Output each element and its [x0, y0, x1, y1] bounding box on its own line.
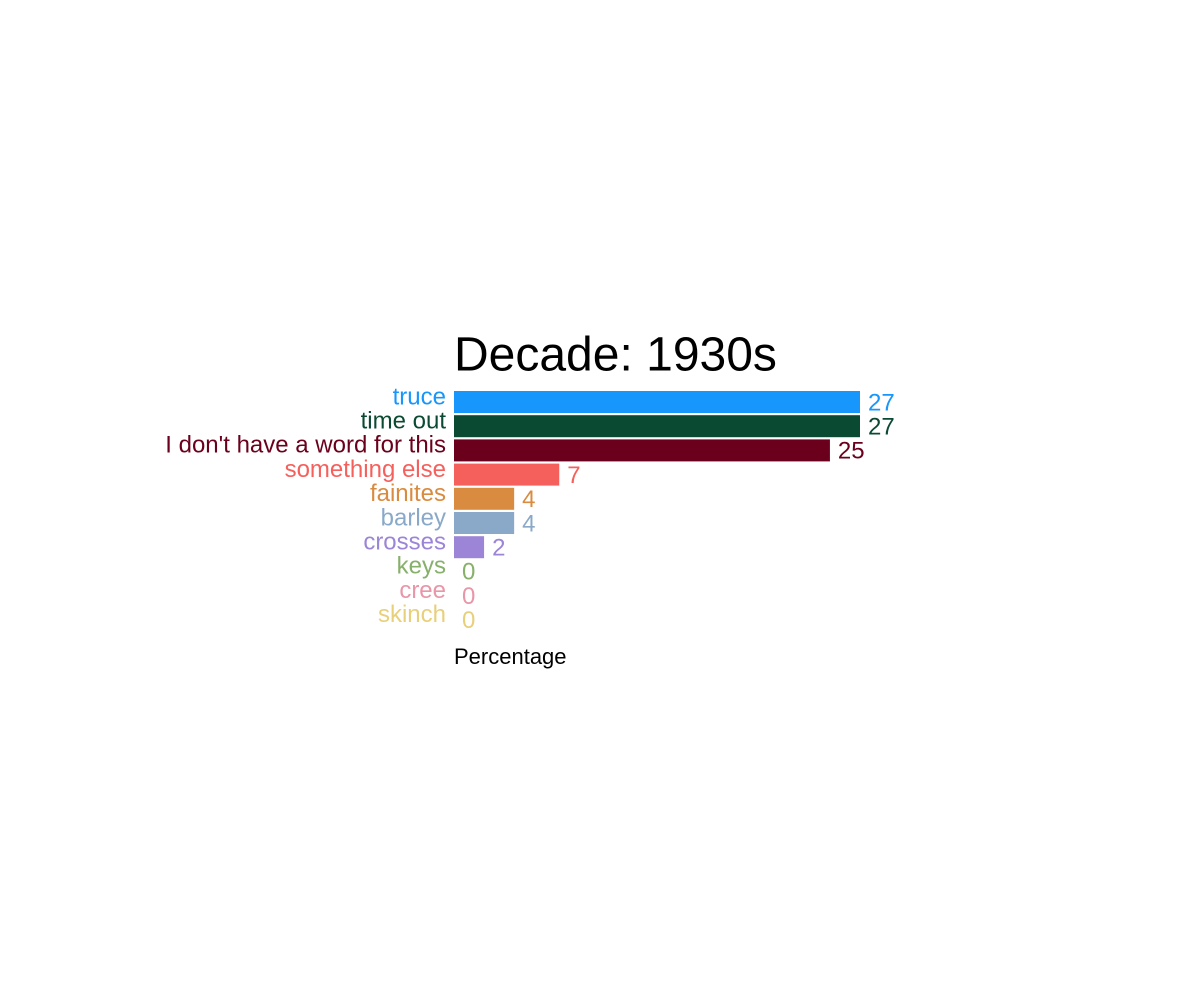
- category-label: barley: [381, 504, 446, 531]
- bar: [454, 415, 860, 438]
- value-label: 0: [462, 607, 475, 634]
- value-label: 2: [492, 535, 505, 562]
- category-label: truce: [393, 383, 446, 410]
- category-label: skinch: [378, 601, 446, 628]
- category-label: something else: [285, 456, 446, 483]
- bar: [454, 391, 860, 413]
- bar: [454, 439, 830, 462]
- bar: [454, 487, 515, 510]
- value-label: 0: [462, 559, 475, 586]
- value-label: 27: [868, 389, 895, 416]
- category-label: keys: [397, 553, 446, 580]
- category-label: crosses: [363, 529, 446, 556]
- category-label: I don't have a word for this: [165, 432, 446, 459]
- category-label: time out: [361, 408, 447, 435]
- category-label: cree: [399, 577, 446, 604]
- bar: [454, 512, 515, 534]
- value-label: 7: [567, 462, 580, 489]
- value-label: 0: [462, 583, 475, 610]
- bar: [454, 463, 560, 486]
- bar: [454, 536, 485, 559]
- x-axis-label: Percentage: [454, 644, 567, 669]
- value-label: 27: [868, 414, 895, 441]
- value-label: 25: [838, 438, 865, 465]
- value-label: 4: [522, 486, 535, 513]
- chart-title: Decade: 1930s: [454, 329, 777, 382]
- category-label: fainites: [370, 480, 446, 507]
- value-label: 4: [522, 510, 535, 537]
